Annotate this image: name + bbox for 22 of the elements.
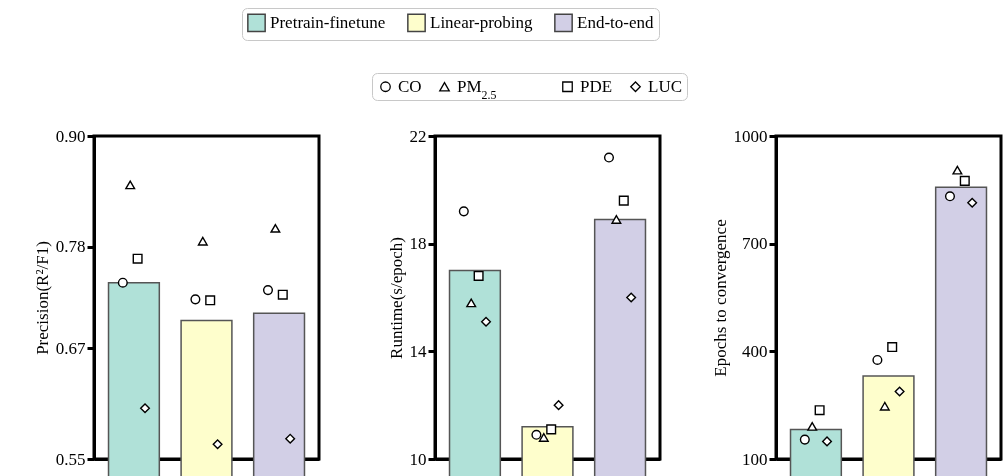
y-tick-label: 14 [409,341,427,361]
y-tick-label: 0.90 [55,126,86,146]
y-axis-title: Runtime(s/epoch) [386,237,406,359]
y-tick-label: 400 [742,341,768,361]
y-tick-label: 700 [742,234,768,254]
y-tick-label: 0.67 [55,338,86,358]
legend-label: LUC [648,76,682,96]
y-tick-label: 100 [742,449,768,469]
y-tick-label: 0.78 [55,237,86,257]
legend-label: Linear-probing [430,12,534,32]
y-axis-title: Epochs to convergence [710,219,730,377]
legend-label: Pretrain-finetune [270,12,386,32]
y-tick-label: 18 [409,234,427,254]
y-tick-label: 22 [409,126,427,146]
y-tick-label: 0.55 [55,449,86,469]
y-axis-title: Precision(R²/F1) [32,241,52,355]
legend-label: End-to-end [577,12,654,32]
y-tick-label: 1000 [733,126,768,146]
legend-label: CO [398,76,422,96]
y-tick-label: 10 [409,449,427,469]
legend-label: PM$_{2.5}$ [457,76,497,102]
legend-label: PDE [580,76,613,96]
